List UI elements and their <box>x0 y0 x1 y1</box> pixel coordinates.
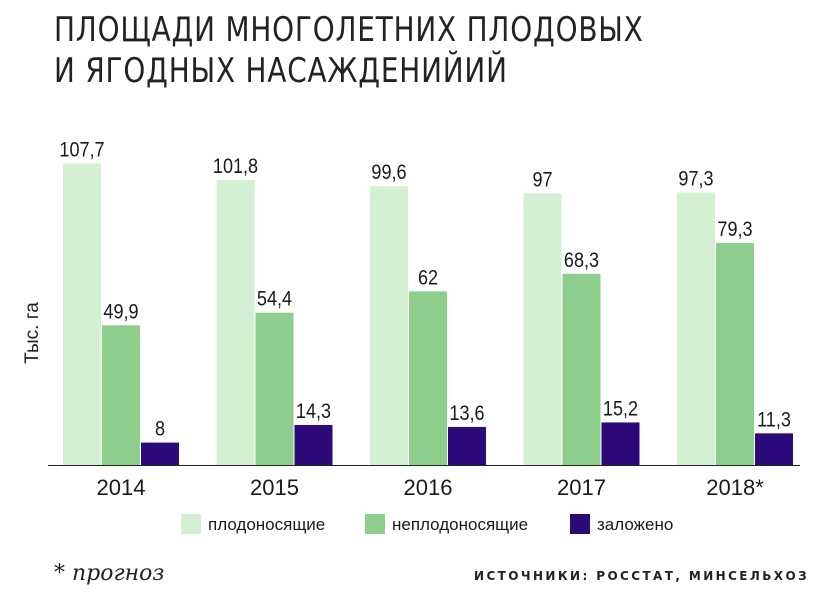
bar-2017-2 <box>562 273 601 465</box>
x-tick-label: 2014 <box>97 475 146 500</box>
bar-2015-2 <box>255 312 294 465</box>
legend-swatch <box>570 514 590 534</box>
legend-label: плодоносящие <box>208 515 325 534</box>
data-label: 101,8 <box>213 155 258 179</box>
data-label: 68,3 <box>564 249 599 273</box>
legend-label: неплодоносящие <box>392 515 528 534</box>
chart-title-line-1: ПЛОЩАДИ МНОГОЛЕТНИХ ПЛОДОВЫХ <box>54 10 644 50</box>
bar-2015-3 <box>294 424 333 465</box>
bar-2018-2 <box>716 242 754 465</box>
bar-2016-1 <box>370 186 408 465</box>
chart-title-line-2: И ЯГОДНЫХ НАСАЖДЕНИЙИЙ <box>54 51 508 91</box>
bar-2016-2 <box>409 291 447 465</box>
bar-2014-3 <box>141 442 179 465</box>
bar-2017-1 <box>523 193 562 465</box>
bar-2016-3 <box>448 426 486 465</box>
data-label: 15,2 <box>603 397 638 421</box>
x-tick-label: 2017 <box>557 475 606 500</box>
legend-swatch <box>365 514 385 534</box>
data-label: 8 <box>155 417 165 441</box>
data-label: 107,7 <box>59 138 104 162</box>
data-label: 79,3 <box>717 218 752 242</box>
x-tick-label: 2015 <box>250 475 299 500</box>
bar-2018-3 <box>755 433 793 465</box>
data-label: 11,3 <box>757 408 791 432</box>
bar-2018-1 <box>677 192 715 465</box>
data-label: 97,3 <box>678 167 713 191</box>
bar-2014-1 <box>63 163 101 465</box>
data-label: 99,6 <box>371 161 406 185</box>
data-label: 49,9 <box>103 300 138 324</box>
y-axis-label: Тыс. га <box>22 302 43 364</box>
x-tick-label: 2016 <box>404 475 453 500</box>
bar-2017-3 <box>601 422 640 465</box>
data-label: 54,4 <box>257 287 292 311</box>
forecast-footnote: * прогноз <box>54 561 165 586</box>
data-label: 13,6 <box>449 402 484 426</box>
data-label: 62 <box>418 266 438 290</box>
x-tick-label: 2018* <box>706 475 764 500</box>
source-note: ИСТОЧНИКИ: РОССТАТ, МИНСЕЛЬХОЗ <box>474 569 809 583</box>
data-label: 14,3 <box>296 400 331 424</box>
data-label: 97 <box>532 168 552 192</box>
bar-2014-2 <box>102 325 140 465</box>
legend-label: заложено <box>597 515 673 534</box>
chart-title: ПЛОЩАДИ МНОГОЛЕТНИХ ПЛОДОВЫХ И ЯГОДНЫХ Н… <box>54 10 644 92</box>
bar-2015-1 <box>216 179 255 465</box>
legend-swatch <box>181 514 201 534</box>
